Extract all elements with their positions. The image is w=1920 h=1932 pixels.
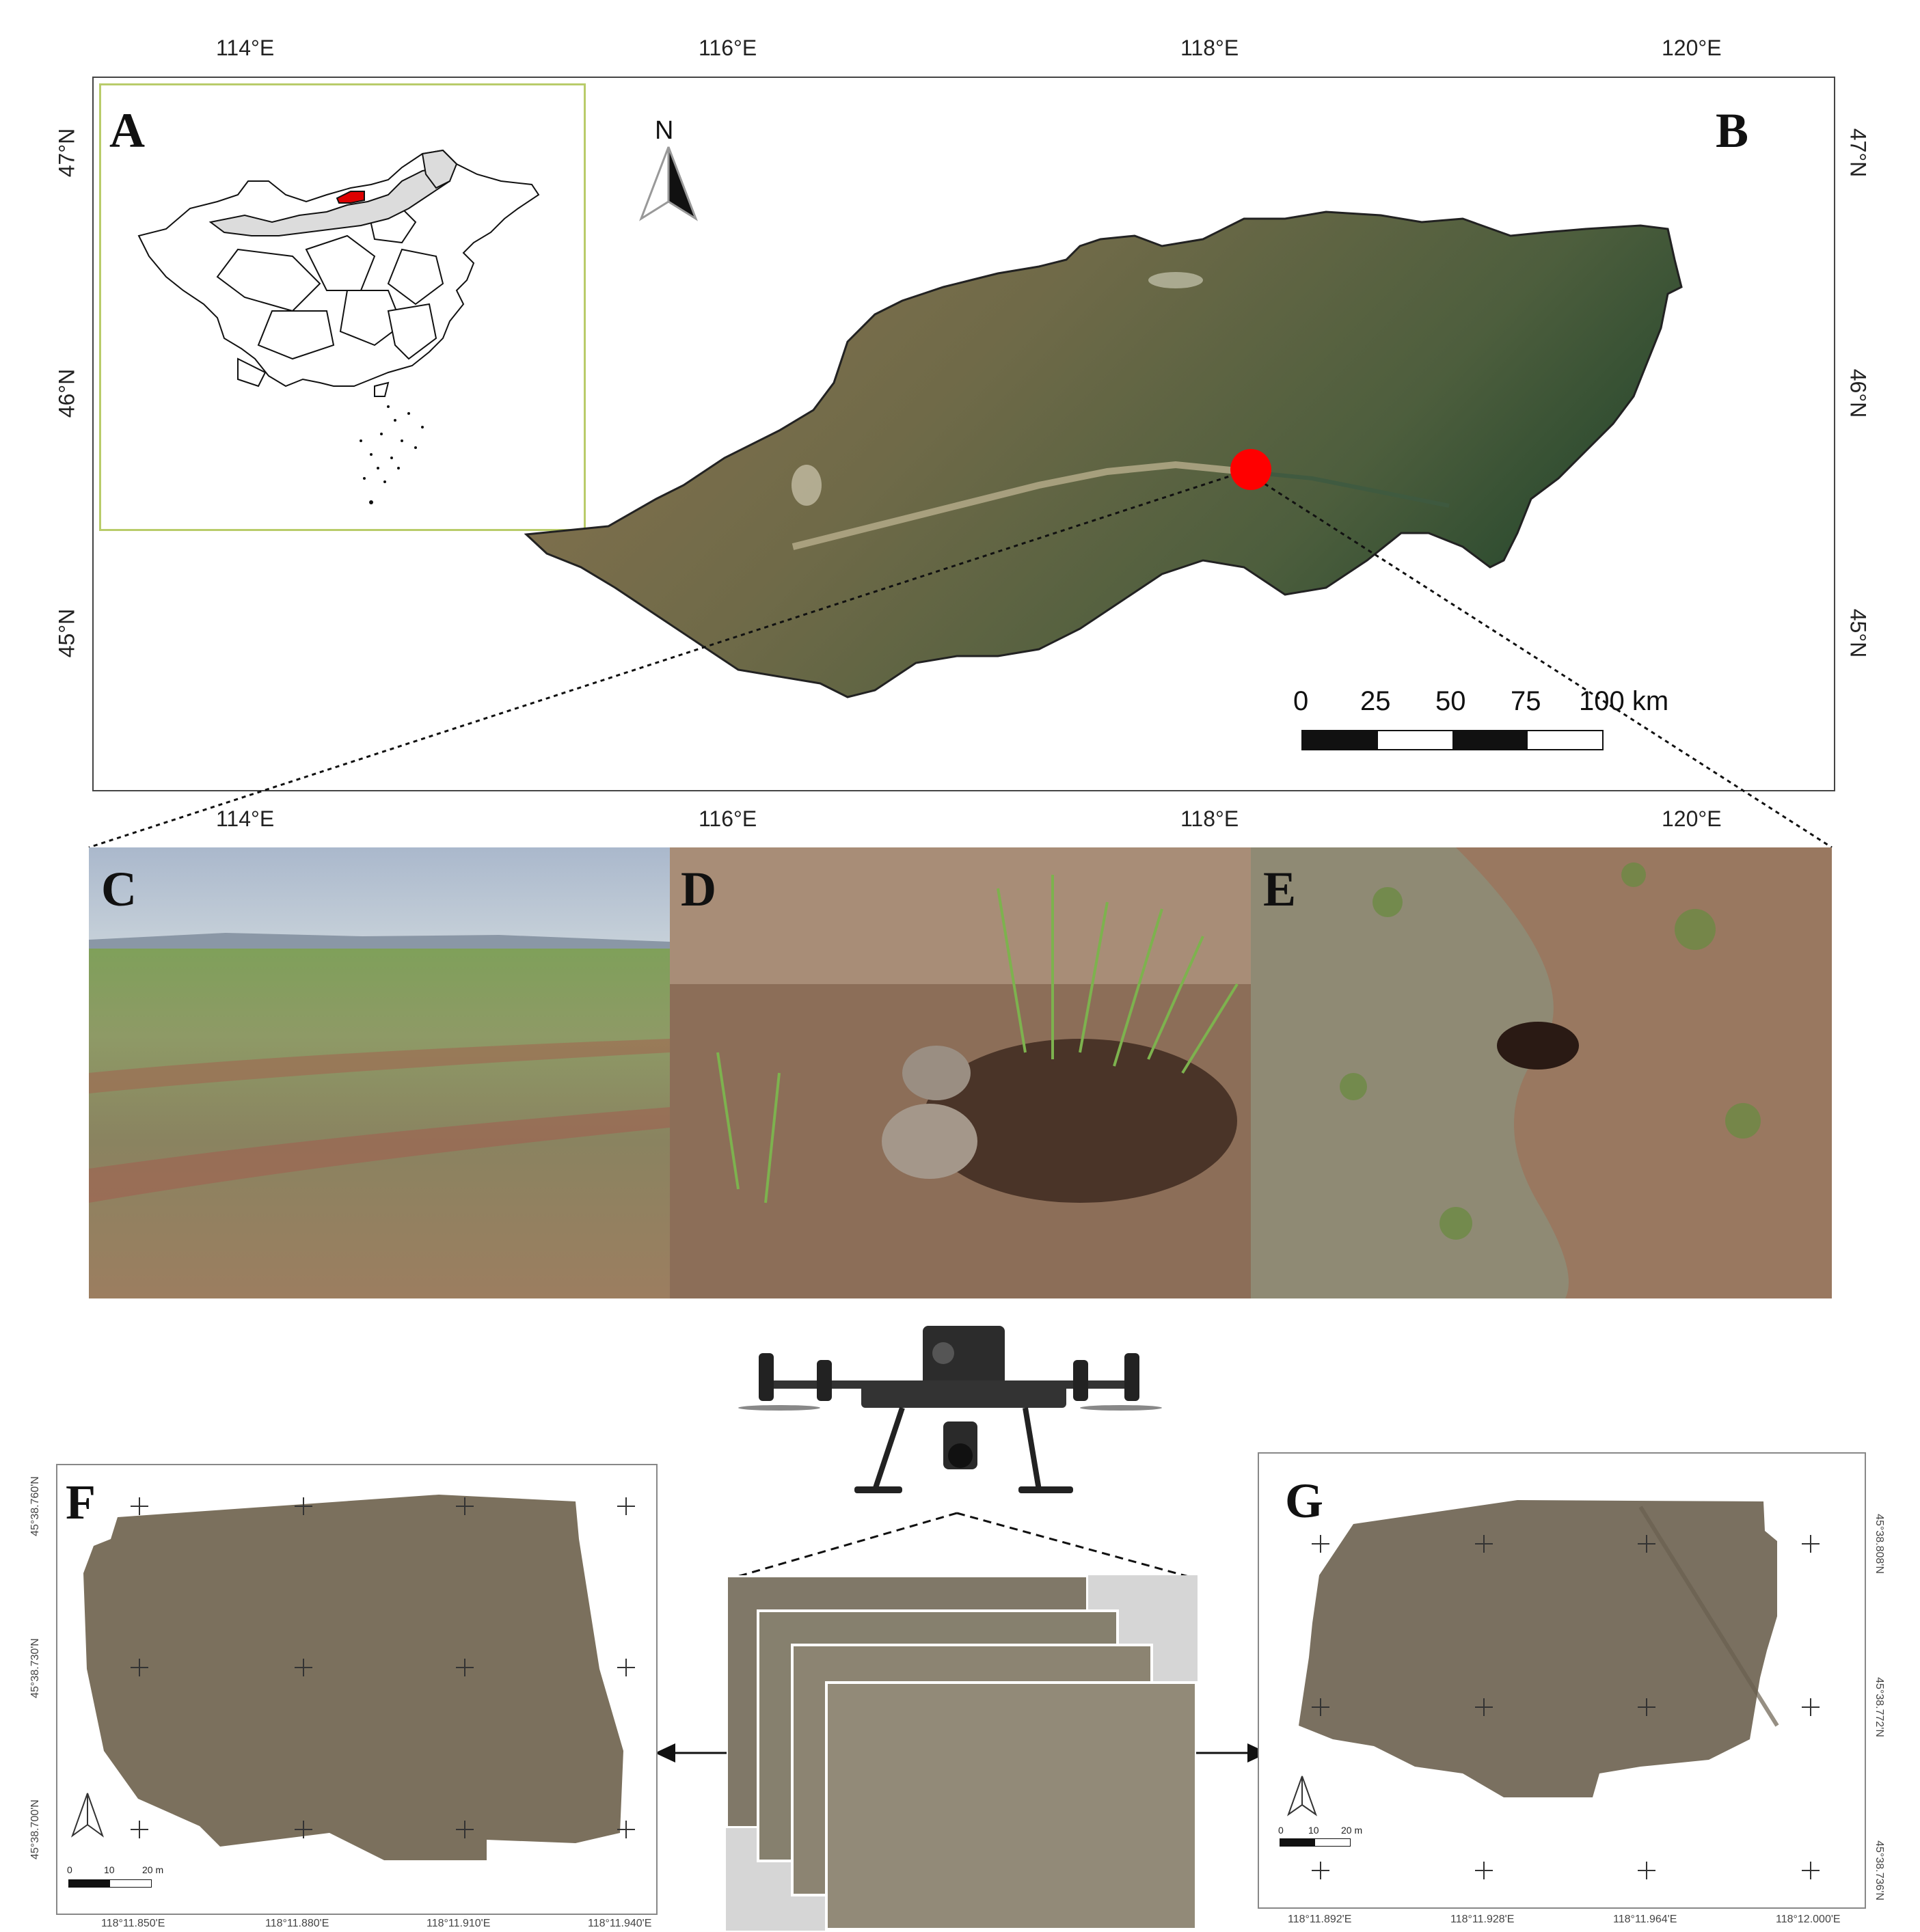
map-f-lon-tick: 118°11.850'E [101, 1918, 165, 1929]
map-f-lat-tick: 45°38.760'N [29, 1476, 41, 1536]
study-region-map [524, 210, 1683, 698]
map-g-orthomosaic [1299, 1500, 1779, 1797]
map-f-lat-tick: 45°38.700'N [29, 1799, 41, 1860]
map-b-bottom-lon-tick: 114°E [216, 806, 275, 831]
grid-cross [1638, 1535, 1655, 1553]
grid-cross [1312, 1862, 1329, 1879]
map-g-scale-bar [1280, 1838, 1351, 1847]
map-g-lat-tick: 45°38.772'N [1873, 1677, 1885, 1737]
map-b-scale-label: 50 [1435, 686, 1466, 716]
map-g-lon-tick: 118°11.928'E [1450, 1914, 1515, 1925]
grid-cross [1802, 1698, 1820, 1716]
map-f-lat-tick: 45°38.730'N [29, 1638, 41, 1698]
photo-d-rodents [670, 847, 1251, 1298]
grid-cross [295, 1659, 312, 1676]
grid-cross [1638, 1862, 1655, 1879]
map-g-scale-label: 0 [1278, 1825, 1284, 1836]
map-g-scale-label: 10 [1308, 1825, 1319, 1836]
map-f-lon-tick: 118°11.880'E [265, 1918, 329, 1929]
north-arrow-icon [639, 146, 698, 221]
grid-cross [1802, 1862, 1820, 1879]
photo-c-grassland [89, 847, 670, 1298]
grid-cross [131, 1659, 148, 1676]
grid-cross [456, 1659, 474, 1676]
grid-cross [295, 1497, 312, 1515]
rodent-1 [902, 1046, 971, 1100]
panel-label-f: F [66, 1475, 96, 1529]
grid-cross [617, 1659, 635, 1676]
grid-cross [1475, 1862, 1493, 1879]
panel-label-b: B [1716, 103, 1749, 158]
map-b-north-label: N [655, 116, 674, 145]
panel-label-e: E [1263, 862, 1297, 916]
map-g-lat-tick: 45°38.736'N [1873, 1840, 1885, 1901]
map-f-north-arrow-icon [70, 1793, 105, 1838]
china-outline-map [137, 149, 540, 504]
map-b-scale-label: 100 km [1579, 686, 1669, 716]
aerial-image-stack [726, 1575, 1198, 1931]
map-b-bottom-lon-tick: 120°E [1662, 806, 1722, 831]
map-f-orthomosaic [83, 1495, 623, 1860]
grid-cross [295, 1821, 312, 1838]
map-b-top-lon-tick: 118°E [1180, 36, 1239, 60]
grid-cross [1638, 1698, 1655, 1716]
map-b-top-lon-tick: 120°E [1662, 36, 1722, 60]
map-g-lon-tick: 118°11.892'E [1288, 1914, 1352, 1925]
grid-cross [1802, 1535, 1820, 1553]
study-site-marker [1230, 449, 1271, 490]
grid-cross [131, 1497, 148, 1515]
photo-e-burrow [1251, 847, 1832, 1298]
map-g-scale-label: 20 m [1341, 1825, 1363, 1836]
map-f-lon-tick: 118°11.910'E [427, 1918, 491, 1929]
drone-icon [738, 1326, 1162, 1493]
map-g-lat-tick: 45°38.808'N [1873, 1514, 1885, 1574]
map-b-top-lon-tick: 116°E [699, 36, 757, 60]
grid-cross [456, 1497, 474, 1515]
grid-cross [456, 1821, 474, 1838]
panel-label-d: D [681, 862, 716, 916]
panel-label-a: A [109, 103, 145, 158]
panel-label-g: G [1285, 1473, 1324, 1528]
grid-cross [131, 1821, 148, 1838]
grid-cross [1475, 1535, 1493, 1553]
zoom-lines [88, 470, 1833, 849]
inset-map-a [99, 83, 586, 531]
map-f-lon-tick: 118°11.940'E [588, 1918, 652, 1929]
study-area-highlight [336, 191, 365, 204]
map-f-scale-label: 0 [67, 1864, 72, 1875]
grid-cross [1475, 1698, 1493, 1716]
drone-capture-lines [729, 1512, 1197, 1580]
panel-label-c: C [101, 862, 137, 916]
map-b-scale-label: 75 [1511, 686, 1541, 716]
map-f-scale-label: 20 m [142, 1864, 164, 1875]
grid-cross [1312, 1698, 1329, 1716]
rodent-2 [882, 1104, 977, 1179]
map-b-scale-bar [1301, 730, 1604, 750]
map-b-scale-label: 0 [1293, 686, 1309, 716]
grid-cross [1312, 1535, 1329, 1553]
grid-cross [617, 1497, 635, 1515]
map-g-lon-tick: 118°12.000'E [1776, 1914, 1841, 1925]
map-b-bottom-lon-tick: 116°E [699, 806, 757, 831]
map-b-scale-label: 25 [1360, 686, 1391, 716]
arrow-right-icon [1196, 1743, 1268, 1763]
map-g-north-arrow-icon [1287, 1775, 1317, 1817]
grid-cross [617, 1821, 635, 1838]
map-g-lon-tick: 118°11.964'E [1613, 1914, 1677, 1925]
map-f-scale-bar [68, 1879, 152, 1888]
arrow-left-icon [655, 1743, 727, 1763]
map-b-bottom-lon-tick: 118°E [1180, 806, 1239, 831]
map-f-scale-label: 10 [104, 1864, 115, 1875]
map-b-top-lon-tick: 114°E [216, 36, 275, 60]
